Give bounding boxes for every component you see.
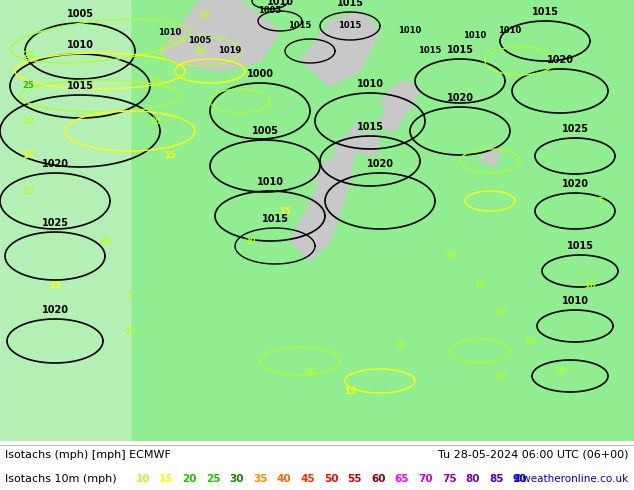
Text: 65: 65 [395, 474, 409, 484]
Text: 15: 15 [164, 151, 176, 161]
Text: 75: 75 [442, 474, 456, 484]
Text: 20: 20 [149, 76, 161, 85]
Polygon shape [170, 21, 200, 43]
Text: 1015: 1015 [339, 22, 361, 30]
Text: 85: 85 [489, 474, 503, 484]
Polygon shape [480, 146, 500, 166]
Text: 1020: 1020 [446, 93, 474, 103]
Text: 1020: 1020 [366, 159, 394, 169]
Text: 1015: 1015 [288, 22, 312, 30]
Text: 1015: 1015 [567, 241, 593, 251]
Text: 10: 10 [394, 342, 406, 350]
Text: 1025: 1025 [41, 218, 68, 228]
Text: 10: 10 [494, 371, 506, 381]
Text: 1025: 1025 [562, 124, 588, 134]
Text: 10: 10 [524, 337, 536, 345]
Text: 1020: 1020 [562, 179, 588, 189]
Text: 10: 10 [494, 307, 506, 316]
Text: 20: 20 [22, 51, 34, 60]
Text: 15: 15 [49, 281, 61, 291]
Polygon shape [380, 81, 420, 116]
Text: 1015: 1015 [418, 47, 442, 55]
Text: 15: 15 [159, 474, 174, 484]
Text: 10: 10 [474, 281, 486, 291]
Text: 70: 70 [418, 474, 433, 484]
Bar [0, 0, 130, 441]
Text: 10: 10 [124, 326, 136, 336]
Text: 35: 35 [254, 474, 268, 484]
Text: 1005: 1005 [188, 36, 212, 46]
Polygon shape [210, 6, 240, 26]
Text: 5: 5 [127, 292, 133, 300]
Text: 20: 20 [199, 11, 211, 21]
Text: 1010: 1010 [562, 296, 588, 306]
Text: Tu 28-05-2024 06:00 UTC (06+00): Tu 28-05-2024 06:00 UTC (06+00) [439, 450, 629, 460]
Text: 40: 40 [277, 474, 292, 484]
Text: 30: 30 [230, 474, 244, 484]
Text: 1020: 1020 [41, 305, 68, 315]
Text: 1020: 1020 [547, 55, 574, 65]
Text: 1005: 1005 [252, 126, 278, 136]
Text: ©weatheronline.co.uk: ©weatheronline.co.uk [513, 474, 629, 484]
Text: 20: 20 [99, 237, 111, 245]
Text: 80: 80 [465, 474, 480, 484]
Text: 20: 20 [194, 47, 206, 55]
Text: 1015: 1015 [337, 0, 363, 8]
Text: 10: 10 [444, 251, 456, 261]
Text: 1015: 1015 [67, 81, 93, 91]
Text: 20: 20 [244, 237, 256, 245]
Text: 1010: 1010 [498, 26, 522, 35]
Polygon shape [300, 11, 380, 86]
Polygon shape [310, 161, 340, 183]
Polygon shape [375, 106, 405, 131]
Text: 1010: 1010 [257, 177, 283, 187]
Polygon shape [290, 121, 360, 261]
Text: 1019: 1019 [218, 47, 242, 55]
Text: 20: 20 [149, 117, 161, 125]
Text: 10: 10 [584, 281, 596, 291]
Text: 1010: 1010 [67, 40, 93, 50]
Text: 60: 60 [371, 474, 385, 484]
Text: 10: 10 [554, 367, 566, 375]
Text: Isotachs 10m (mph): Isotachs 10m (mph) [5, 474, 117, 484]
Text: 1020: 1020 [41, 159, 68, 169]
Text: 1015: 1015 [261, 214, 288, 224]
Text: Isotachs (mph) [mph] ECMWF: Isotachs (mph) [mph] ECMWF [5, 450, 171, 460]
Polygon shape [160, 0, 280, 71]
Text: 45: 45 [301, 474, 315, 484]
Text: 20: 20 [183, 474, 197, 484]
Text: 10: 10 [22, 187, 34, 196]
Text: 1010: 1010 [463, 31, 487, 41]
Text: 5: 5 [597, 196, 603, 205]
Text: 10: 10 [304, 367, 316, 375]
Text: 50: 50 [324, 474, 339, 484]
Text: 1010: 1010 [356, 79, 384, 89]
Text: 1015: 1015 [446, 45, 474, 55]
Text: 1010: 1010 [266, 0, 294, 7]
Text: 1005: 1005 [259, 6, 281, 16]
Text: 15: 15 [344, 387, 356, 395]
Text: 10: 10 [136, 474, 150, 484]
Text: 20: 20 [22, 117, 34, 125]
Text: 1005: 1005 [67, 9, 93, 19]
Text: 25: 25 [22, 81, 34, 91]
Polygon shape [350, 131, 380, 156]
Text: 1015: 1015 [356, 122, 384, 132]
Text: 90: 90 [513, 474, 527, 484]
Text: 1010: 1010 [158, 28, 181, 38]
Text: 55: 55 [347, 474, 362, 484]
Text: 15: 15 [279, 206, 291, 216]
Text: 1010: 1010 [398, 26, 422, 35]
Text: 1015: 1015 [531, 7, 559, 17]
Text: 25: 25 [206, 474, 221, 484]
Text: 15: 15 [22, 151, 34, 161]
Text: 1000: 1000 [247, 69, 273, 79]
